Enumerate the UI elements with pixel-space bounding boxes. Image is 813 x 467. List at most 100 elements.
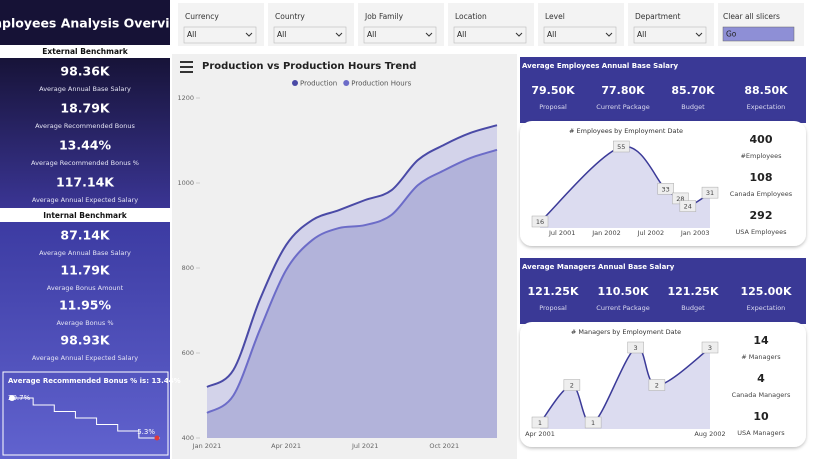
legend-label: Production — [300, 80, 337, 88]
x-tick-label: Oct 2021 — [429, 442, 459, 450]
x-tick-label: Jan 2003 — [680, 229, 710, 237]
kpi-value: 79.50K — [531, 84, 575, 97]
kpi-value: 121.25K — [528, 285, 579, 298]
dropdown-chevron — [425, 32, 433, 37]
data-label-box — [584, 416, 602, 429]
card-header — [520, 57, 806, 123]
kpi-value: 85.70K — [671, 84, 715, 97]
y-tick-label: 400 — [182, 434, 194, 442]
kpi-value: 13.44% — [59, 138, 112, 153]
bonus-chart-frame — [2, 371, 169, 456]
stat-label: # Managers — [741, 353, 781, 361]
slicer-label: Level — [545, 12, 565, 21]
data-label: 1 — [591, 419, 595, 427]
x-tick-label: Apr 2001 — [525, 430, 555, 438]
stat-label: Canada Employees — [730, 190, 793, 198]
card-title: Average Employees Annual Base Salary — [522, 62, 678, 70]
card-title: Average Managers Annual Base Salary — [522, 263, 675, 271]
stat-value: 10 — [753, 410, 769, 423]
mini-chart-title: # Managers by Employment Date — [571, 328, 681, 336]
kpi-value: 125.00K — [741, 285, 792, 298]
x-tick-label: Aug 2002 — [694, 430, 725, 438]
slicer-label: Job Family — [364, 12, 404, 21]
legend-dot — [292, 80, 298, 86]
legend-label: Production Hours — [351, 80, 411, 88]
kpi-label: Average Bonus % — [56, 319, 113, 327]
stat-label: Canada Managers — [732, 391, 791, 399]
kpi-label: Average Annual Expected Salary — [32, 354, 138, 362]
data-label: 2 — [570, 382, 574, 390]
kpi-value: 11.95% — [59, 298, 112, 313]
dropdown-chevron — [605, 32, 613, 37]
kpi-value: 98.36K — [60, 64, 111, 79]
slicer-dropdown[interactable] — [363, 26, 437, 44]
go-button[interactable] — [722, 26, 795, 42]
data-label: 24 — [684, 203, 692, 211]
y-tick-label: 600 — [182, 349, 194, 357]
data-label-box — [627, 341, 644, 354]
kpi-label: Budget — [681, 304, 705, 312]
go-label: Go — [726, 30, 737, 39]
data-label: 31 — [706, 189, 714, 197]
slicer-dropdown[interactable] — [453, 26, 527, 44]
section-strip — [0, 45, 170, 58]
kpi-panel — [0, 222, 170, 459]
slicer-dropdown[interactable] — [183, 26, 257, 44]
slicer-box — [448, 3, 534, 46]
slicer-label: Department — [635, 12, 680, 21]
data-label: 3 — [634, 344, 638, 352]
kpi-value: 77.80K — [601, 84, 645, 97]
dropdown-chevron — [245, 32, 253, 37]
slicer-box — [268, 3, 354, 46]
bonus-start-dot — [9, 395, 15, 401]
data-label-box — [679, 200, 697, 212]
dropdown-chevron — [335, 32, 343, 37]
slicer-box — [538, 3, 624, 46]
data-label: 3 — [708, 344, 712, 352]
stat-value: 292 — [750, 209, 773, 222]
slicer-value: All — [457, 30, 466, 39]
kpi-label: Average Recommended Bonus % — [31, 159, 139, 167]
data-label: 1 — [538, 419, 542, 427]
data-label-box — [531, 215, 549, 228]
kpi-value: 87.14K — [60, 228, 111, 243]
mini-chart-title: # Employees by Employment Date — [569, 127, 683, 135]
data-label: 28 — [676, 195, 684, 203]
x-tick-label: Apr 2021 — [271, 442, 301, 450]
legend-dot — [343, 80, 350, 86]
x-tick-label: Jul 2002 — [637, 229, 664, 237]
section-strip — [0, 209, 170, 222]
slicer-value: All — [637, 30, 646, 39]
kpi-value: 98.93K — [60, 333, 111, 348]
bonus-step-line — [12, 397, 160, 439]
slicer-dropdown[interactable] — [273, 26, 347, 44]
slicer-label: Currency — [185, 12, 219, 21]
kpi-value: 121.25K — [668, 285, 719, 298]
dashboard-title: Employees Analysis Overview — [0, 16, 190, 31]
main-chart-title: Production vs Production Hours Trend — [202, 61, 416, 72]
kpi-label: Current Package — [596, 304, 649, 312]
kpi-value: 18.79K — [60, 101, 111, 116]
kpi-label: Proposal — [539, 304, 567, 312]
bonus-chart-title: Average Recommended Bonus % is: 13.44% — [8, 377, 181, 385]
data-label-box — [613, 140, 630, 153]
y-tick-label: 800 — [182, 264, 194, 272]
slicer-label: Country — [275, 12, 305, 21]
data-label-box — [701, 341, 719, 354]
data-label-box — [563, 379, 581, 391]
kpi-label: Expectation — [747, 304, 786, 312]
dropdown-chevron — [515, 32, 523, 37]
kpi-label: Current Package — [596, 103, 649, 111]
data-label-box — [701, 186, 719, 199]
kpi-value: 117.14K — [56, 175, 115, 190]
slicer-dropdown[interactable] — [543, 26, 617, 44]
menu-icon[interactable] — [180, 61, 193, 73]
slicer-dropdown[interactable] — [633, 26, 707, 44]
data-label: 55 — [617, 143, 625, 151]
stat-value: 108 — [750, 171, 773, 184]
stat-value: 4 — [757, 372, 765, 385]
kpi-label: Average Recommended Bonus — [35, 122, 135, 130]
bonus-end-dot — [154, 435, 160, 441]
